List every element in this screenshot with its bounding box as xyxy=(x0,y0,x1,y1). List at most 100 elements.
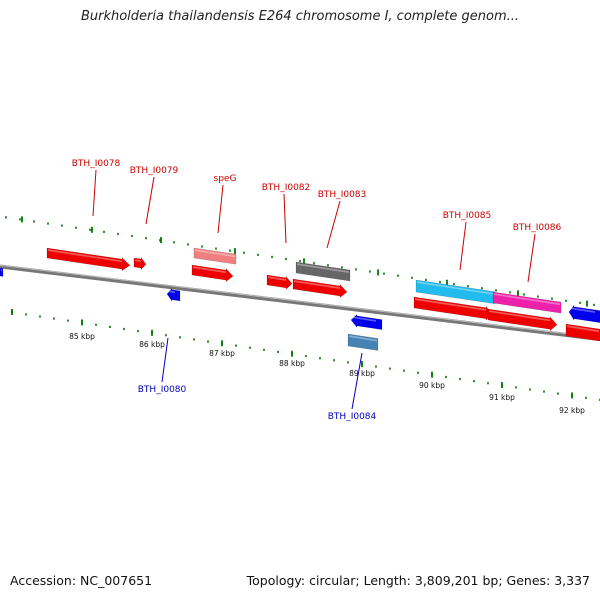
gene-bth-i0079[interactable] xyxy=(133,256,147,271)
gene-right-edge-red-shape[interactable] xyxy=(565,323,600,342)
minor-tick xyxy=(487,382,489,385)
minor-tick xyxy=(333,359,335,362)
minor-tick xyxy=(369,270,371,273)
kbp-label: 92 kbp xyxy=(559,406,585,415)
gene-speg-pseudo[interactable] xyxy=(193,247,237,265)
gene-bth-i0083[interactable] xyxy=(292,278,348,299)
gene-label-bth-i0080[interactable]: BTH_I0080 xyxy=(138,385,187,395)
minor-tick xyxy=(229,249,231,252)
gene-bth-i0086[interactable] xyxy=(487,308,558,332)
gene-label-speg[interactable]: speG xyxy=(214,174,237,184)
minor-tick xyxy=(473,380,475,383)
gene-bth-i0078-shape[interactable] xyxy=(46,247,131,272)
gene-bth-i0086-pink[interactable] xyxy=(492,291,562,314)
minor-tick xyxy=(89,228,91,231)
gene-speg[interactable] xyxy=(191,264,234,283)
gene-bth-i0086-gloss xyxy=(489,310,550,322)
minor-tick xyxy=(383,272,385,275)
gene-left-edge-blue-shape[interactable] xyxy=(0,267,4,277)
accession-text: Accession: NC_007651 xyxy=(10,573,153,588)
minor-tick xyxy=(75,226,77,229)
minor-tick xyxy=(299,260,301,263)
gene-bth-i0086-shape[interactable] xyxy=(487,308,558,332)
gene-bth-i0084-steel-shape[interactable] xyxy=(347,333,379,351)
minor-tick xyxy=(495,289,497,292)
minor-tick xyxy=(467,285,469,288)
kbp-label: 91 kbp xyxy=(489,393,515,402)
minor-tick xyxy=(543,390,545,393)
minor-tick xyxy=(263,348,265,351)
minor-tick xyxy=(243,251,245,254)
gene-label-bth-i0085[interactable]: BTH_I0085 xyxy=(443,211,492,221)
major-tick xyxy=(11,309,13,315)
major-tick xyxy=(431,371,433,378)
minor-tick xyxy=(201,245,203,248)
gene-right-edge-red[interactable] xyxy=(565,323,600,342)
gene-bth-i0082-gloss xyxy=(268,276,286,281)
genome-backbone-highlight xyxy=(0,264,600,339)
leader-line-bth-i0078 xyxy=(92,169,97,217)
minor-tick xyxy=(131,234,133,238)
gene-label-bth-i0082[interactable]: BTH_I0082 xyxy=(262,183,311,193)
gene-bth-i0082[interactable] xyxy=(266,274,293,290)
gene-bth-i0078-gloss xyxy=(48,249,122,263)
gene-speg-shape[interactable] xyxy=(191,264,234,283)
minor-tick xyxy=(103,230,105,234)
minor-tick xyxy=(271,255,273,259)
lower-tick-row xyxy=(11,309,600,402)
gene-bth-i0085-cyan[interactable] xyxy=(415,279,496,305)
minor-tick xyxy=(67,319,69,322)
minor-tick xyxy=(95,323,97,326)
minor-tick xyxy=(565,299,567,302)
gene-left-edge-blue-gloss xyxy=(1,269,2,272)
minor-tick xyxy=(327,264,329,267)
gene-speg-pseudo-shape[interactable] xyxy=(193,247,237,265)
gene-bth-i0079-shape[interactable] xyxy=(133,256,147,271)
minor-tick xyxy=(537,295,539,298)
gene-bth-i0086-pink-shape[interactable] xyxy=(492,291,562,314)
gene-bth-i0080[interactable] xyxy=(166,287,181,303)
kbp-label: 88 kbp xyxy=(279,359,305,368)
gene-label-bth-i0083[interactable]: BTH_I0083 xyxy=(318,190,367,200)
minor-tick xyxy=(249,346,251,349)
minor-tick xyxy=(187,243,189,246)
major-tick xyxy=(221,340,223,347)
gene-label-bth-i0078[interactable]: BTH_I0078 xyxy=(72,159,121,169)
gene-right-edge-blue[interactable] xyxy=(568,304,600,323)
gene-label-bth-i0084[interactable]: BTH_I0084 xyxy=(328,412,377,422)
gene-bth-i0084-blue[interactable] xyxy=(350,313,383,330)
major-tick xyxy=(303,258,305,265)
minor-tick xyxy=(347,361,349,364)
kbp-label: 85 kbp xyxy=(69,332,95,341)
leader-line-bth-i0079 xyxy=(145,176,155,225)
minor-tick xyxy=(411,276,413,279)
gene-bth-i0084-steel[interactable] xyxy=(347,333,379,351)
genome-summary-text: Topology: circular; Length: 3,809,201 bp… xyxy=(246,573,590,588)
gene-bth-i0078[interactable] xyxy=(46,247,131,272)
major-tick xyxy=(234,248,236,255)
gene-bth-i0084-blue-shape[interactable] xyxy=(350,313,383,330)
gene-bth-i0080-shape[interactable] xyxy=(166,287,181,303)
leader-line-speg xyxy=(217,184,224,234)
gene-bth-i0085-cyan-shape[interactable] xyxy=(415,279,496,305)
major-tick xyxy=(361,361,363,368)
minor-tick xyxy=(137,329,139,333)
major-tick xyxy=(21,216,23,223)
gene-bth-i0083-gray-shape[interactable] xyxy=(295,261,351,282)
gene-left-edge-blue[interactable] xyxy=(0,267,4,277)
gene-bth-i0082-shape[interactable] xyxy=(266,274,293,290)
leader-line-bth-i0083 xyxy=(326,200,341,249)
gene-bth-i0083-gray[interactable] xyxy=(295,261,351,282)
gene-right-edge-blue-shape[interactable] xyxy=(568,304,600,323)
minor-tick xyxy=(579,301,581,304)
gene-bth-i0083-shape[interactable] xyxy=(292,278,348,299)
major-tick xyxy=(571,392,573,399)
minor-tick xyxy=(117,232,119,236)
minor-tick xyxy=(355,268,357,271)
minor-tick xyxy=(305,355,307,358)
gene-label-bth-i0086[interactable]: BTH_I0086 xyxy=(513,223,562,233)
gene-label-bth-i0079[interactable]: BTH_I0079 xyxy=(130,166,179,176)
minor-tick xyxy=(159,239,161,242)
minor-tick xyxy=(53,317,55,320)
